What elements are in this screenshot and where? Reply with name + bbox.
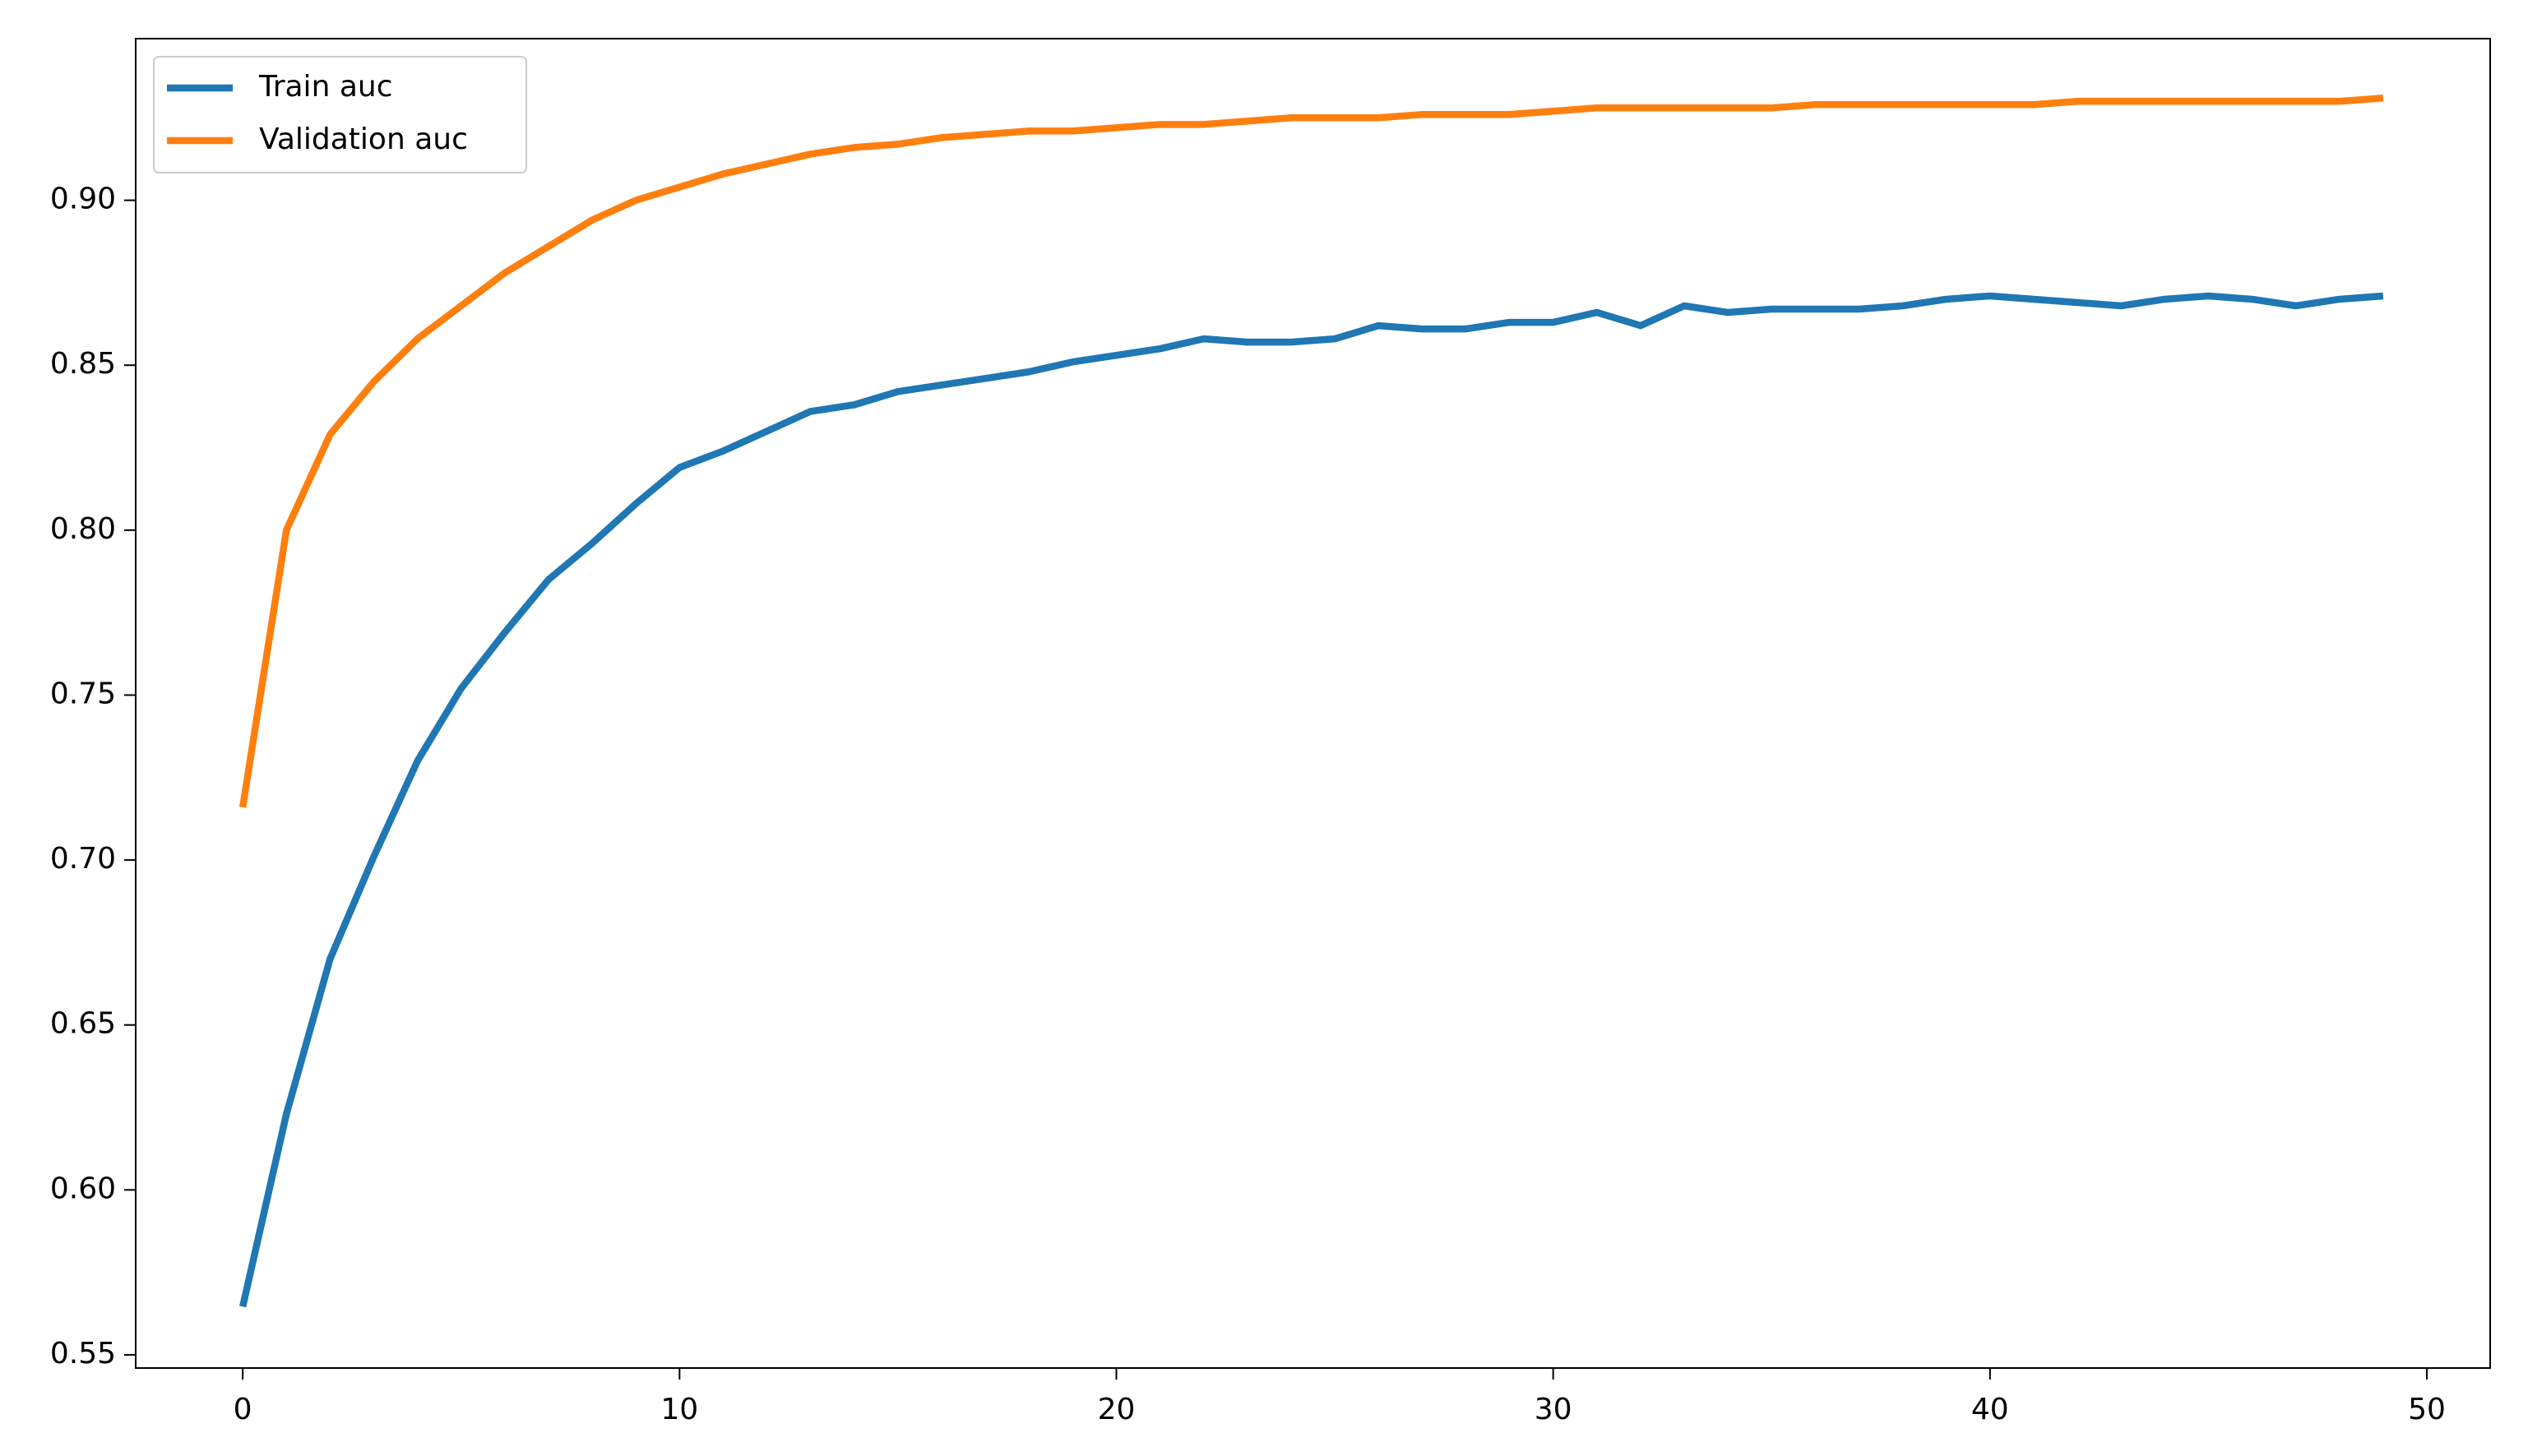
- legend-box: [153, 56, 527, 173]
- x-tick-label: 50: [2408, 1393, 2446, 1426]
- x-tick-label: 30: [1535, 1393, 1572, 1426]
- legend: Train auc Validation auc: [153, 56, 527, 173]
- y-tick-label: 0.80: [50, 512, 116, 546]
- y-tick-label: 0.90: [50, 183, 116, 216]
- y-tick-label: 0.55: [50, 1337, 116, 1370]
- x-tick-label: 10: [660, 1393, 698, 1426]
- legend-label: Train auc: [258, 70, 393, 104]
- data-line: [238, 292, 2384, 1308]
- x-tick-label: 40: [1971, 1393, 2009, 1426]
- y-tick-label: 0.75: [50, 677, 116, 710]
- x-tick-label: 20: [1098, 1393, 1136, 1426]
- y-tick-label: 0.60: [50, 1172, 116, 1205]
- plot-frame: [135, 38, 2491, 1369]
- legend-label: Validation auc: [259, 122, 468, 156]
- x-tick-label: 0: [234, 1393, 252, 1426]
- y-tick-label: 0.85: [50, 347, 116, 381]
- y-tick-label: 0.65: [50, 1007, 116, 1041]
- data-line: [238, 94, 2384, 808]
- y-tick-label: 0.70: [50, 842, 116, 876]
